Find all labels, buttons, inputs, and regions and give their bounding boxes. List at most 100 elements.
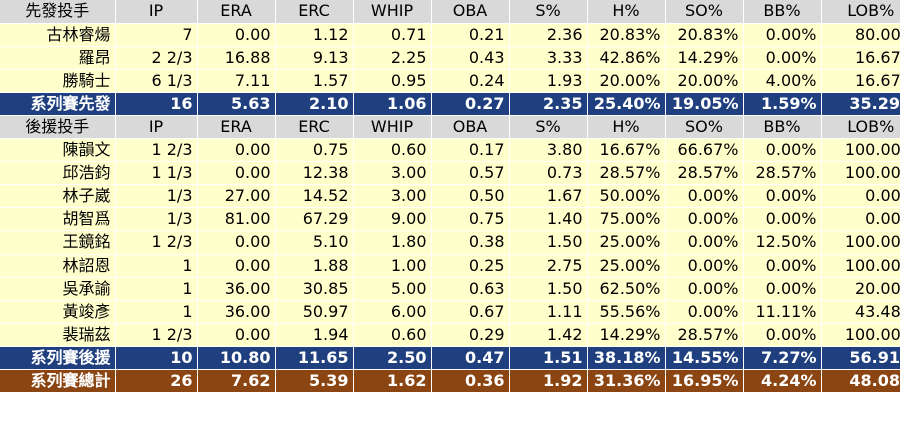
- column-header: H%: [587, 115, 666, 140]
- stat-cell: 1 2/3: [115, 138, 198, 163]
- pitcher-name: 羅昂: [0, 46, 116, 70]
- stat-cell: 16.95%: [665, 369, 744, 394]
- stat-cell: 1/3: [115, 207, 198, 232]
- stat-cell: 28.57%: [743, 161, 822, 186]
- stat-cell: 16.67%: [821, 46, 900, 70]
- stat-cell: 62.50%: [587, 277, 666, 301]
- stat-cell: 0.00: [197, 230, 276, 255]
- pitcher-name: 林詔恩: [0, 254, 116, 278]
- stat-cell: 26: [115, 369, 198, 394]
- pitcher-name: 林子崴: [0, 184, 116, 209]
- stat-cell: 1 2/3: [115, 323, 198, 347]
- table-row: 胡智爲 1/3 81.00 67.29 9.00 0.75 1.40 75.00% 0.00% 0…: [0, 207, 900, 232]
- table-row: 羅昂 2 2/3 16.88 9.13 2.25 0.43 3.33 42.86% 14.29%…: [0, 46, 900, 70]
- stat-cell: 3.33: [509, 46, 588, 70]
- header-row: 先發投手 IP ERA ERC WHIP OBA S% H% SO% BB% LOB%: [0, 0, 900, 24]
- pitcher-name: 古林睿煬: [0, 23, 116, 47]
- stat-cell: 3.80: [509, 138, 588, 163]
- grand-total-row: 系列賽總計 26 7.62 5.39 1.62 0.36 1.92 31.36% 16.95% 4…: [0, 369, 900, 394]
- stat-cell: 28.57%: [665, 161, 744, 186]
- stat-cell: 0.00: [197, 161, 276, 186]
- column-header: BB%: [743, 0, 822, 24]
- stat-cell: 56.91%: [821, 346, 900, 371]
- stat-cell: 28.57%: [665, 323, 744, 347]
- stat-cell: 0.36: [431, 369, 510, 394]
- stat-cell: 0.57: [431, 161, 510, 186]
- stat-cell: 0.00: [197, 23, 276, 47]
- stat-cell: 0.00%: [821, 184, 900, 209]
- stat-cell: 0.00%: [665, 254, 744, 278]
- stat-cell: 2.10: [275, 92, 354, 116]
- stat-cell: 0.00%: [665, 207, 744, 232]
- stat-cell: 2.35: [509, 92, 588, 116]
- stat-cell: 0.00%: [743, 46, 822, 70]
- stat-cell: 1 1/3: [115, 161, 198, 186]
- stat-cell: 20.00%: [821, 277, 900, 301]
- stat-cell: 0.00: [197, 323, 276, 347]
- stat-cell: 0.63: [431, 277, 510, 301]
- stat-cell: 11.65: [275, 346, 354, 371]
- column-header: ERC: [275, 115, 354, 140]
- stat-cell: 0.50: [431, 184, 510, 209]
- stat-cell: 0.75: [275, 138, 354, 163]
- stat-cell: 0.43: [431, 46, 510, 70]
- stat-cell: 7.27%: [743, 346, 822, 371]
- stat-cell: 0.75: [431, 207, 510, 232]
- stat-cell: 6 1/3: [115, 69, 198, 93]
- table-row: 林詔恩 1 0.00 1.88 1.00 0.25 2.75 25.00% 0.00% 0.00%…: [0, 254, 900, 278]
- stat-cell: 0.73: [509, 161, 588, 186]
- stat-cell: 36.00: [197, 300, 276, 324]
- stat-cell: 42.86%: [587, 46, 666, 70]
- stat-cell: 0.00%: [743, 23, 822, 47]
- stat-cell: 0.67: [431, 300, 510, 324]
- stat-cell: 0.00%: [743, 138, 822, 163]
- stat-cell: 20.83%: [587, 23, 666, 47]
- stat-cell: 19.05%: [665, 92, 744, 116]
- stat-cell: 10: [115, 346, 198, 371]
- stat-cell: 5.10: [275, 230, 354, 255]
- stat-cell: 1.94: [275, 323, 354, 347]
- table-row: 黃竣彥 1 36.00 50.97 6.00 0.67 1.11 55.56% 0.00% 11.…: [0, 300, 900, 324]
- stat-cell: 0.00%: [743, 277, 822, 301]
- column-header: IP: [115, 0, 198, 24]
- stat-cell: 0.00%: [665, 184, 744, 209]
- column-header: S%: [509, 0, 588, 24]
- pitcher-name: 勝騎士: [0, 69, 116, 93]
- stat-cell: 1.40: [509, 207, 588, 232]
- column-header: OBA: [431, 115, 510, 140]
- stat-cell: 16.88: [197, 46, 276, 70]
- pitcher-name: 陳韻文: [0, 138, 116, 163]
- column-header: ERA: [197, 115, 276, 140]
- stat-cell: 14.55%: [665, 346, 744, 371]
- column-header: BB%: [743, 115, 822, 140]
- pitcher-name: 系列賽總計: [0, 369, 116, 394]
- stat-cell: 16.67%: [587, 138, 666, 163]
- stat-cell: 1/3: [115, 184, 198, 209]
- stat-cell: 9.13: [275, 46, 354, 70]
- stat-cell: 0.21: [431, 23, 510, 47]
- stat-cell: 0.00%: [743, 323, 822, 347]
- stat-cell: 0.00%: [821, 207, 900, 232]
- stat-cell: 31.36%: [587, 369, 666, 394]
- stat-cell: 1.93: [509, 69, 588, 93]
- stat-cell: 14.52: [275, 184, 354, 209]
- stat-cell: 16: [115, 92, 198, 116]
- stat-cell: 43.48%: [821, 300, 900, 324]
- stat-cell: 36.00: [197, 277, 276, 301]
- table-row: 林子崴 1/3 27.00 14.52 3.00 0.50 1.67 50.00% 0.00% 0…: [0, 184, 900, 209]
- stat-cell: 1.67: [509, 184, 588, 209]
- stat-cell: 1: [115, 277, 198, 301]
- stat-cell: 75.00%: [587, 207, 666, 232]
- stat-cell: 66.67%: [665, 138, 744, 163]
- table-row: 古林睿煬 7 0.00 1.12 0.71 0.21 2.36 20.83% 20.83% 0.0…: [0, 23, 900, 47]
- stat-cell: 2.36: [509, 23, 588, 47]
- stat-cell: 1.51: [509, 346, 588, 371]
- pitcher-name: 吳承諭: [0, 277, 116, 301]
- stat-cell: 100.00%: [821, 161, 900, 186]
- stat-cell: 2.50: [353, 346, 432, 371]
- stat-cell: 5.00: [353, 277, 432, 301]
- stat-cell: 2 2/3: [115, 46, 198, 70]
- stat-cell: 0.00%: [743, 184, 822, 209]
- column-header: WHIP: [353, 0, 432, 24]
- table-row: 陳韻文 1 2/3 0.00 0.75 0.60 0.17 3.80 16.67% 66.67%…: [0, 138, 900, 163]
